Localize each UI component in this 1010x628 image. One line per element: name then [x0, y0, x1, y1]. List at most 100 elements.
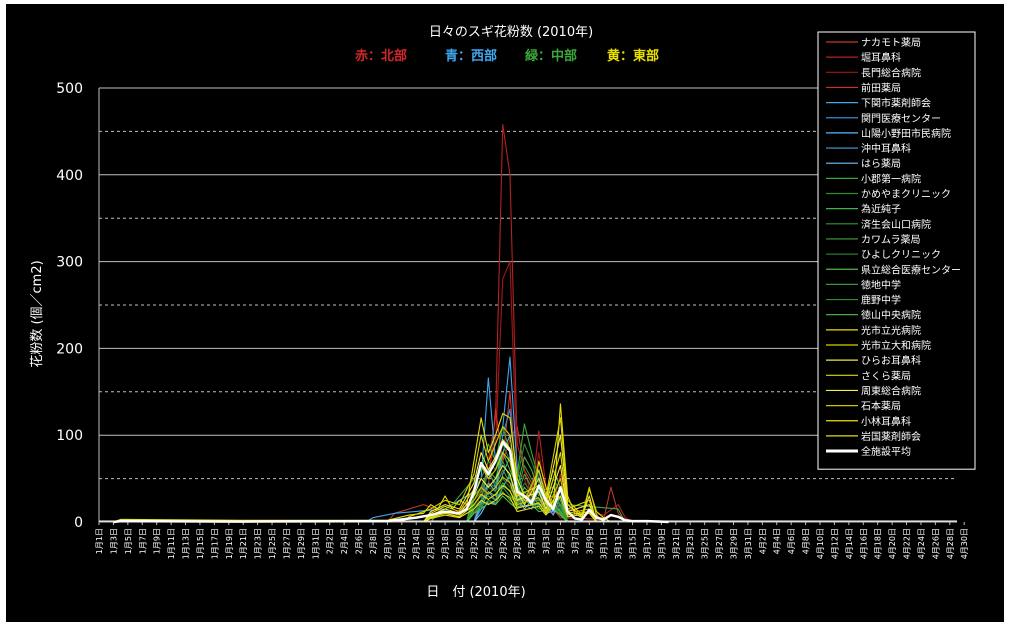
x-tick-label: 1月17日 [210, 528, 219, 559]
y-tick-label: 300 [56, 255, 83, 271]
legend-entry-23: 周東総合病院 [861, 384, 921, 397]
legend-entry-16: 徳地中学 [861, 278, 901, 291]
x-tick-label: 1月27日 [282, 528, 291, 559]
legend-entry-7: 沖中耳鼻科 [861, 142, 911, 155]
x-tick-label: 4月14日 [845, 528, 854, 559]
x-tick-label: 1月21日 [239, 528, 248, 559]
x-tick-label: 3月29日 [729, 528, 738, 559]
x-tick-label: 4月24日 [917, 528, 926, 559]
x-tick-label: 4月10日 [816, 528, 825, 559]
x-tick-label: 2月2日 [326, 528, 335, 554]
x-tick-label: 4月8日 [802, 528, 811, 554]
x-tick-label: 3月7日 [571, 528, 580, 554]
series-line-27 [113, 440, 669, 524]
legend-entry-25: 小林耳鼻科 [861, 415, 911, 428]
series-line-8 [473, 473, 569, 523]
legend-entry-18: 徳山中央病院 [861, 309, 921, 322]
series-line-19 [113, 403, 612, 523]
y-tick-label: 0 [74, 515, 83, 531]
x-tick-label: 1月13日 [182, 528, 191, 559]
x-tick-label: 3月9日 [585, 528, 594, 554]
x-axis-label: 日 付 (2010年) [426, 585, 525, 600]
series-line-22 [423, 452, 598, 523]
x-tick-label: 3月5日 [556, 528, 565, 554]
x-tick-label: 2月22日 [470, 528, 479, 559]
series-line-1 [466, 123, 633, 523]
pollen-line-chart: 日々のスギ花粉数 (2010年) 赤：北部 青：西部 緑：中部 黄：東部 0 100 20… [29, 24, 976, 600]
x-tick-label: 4月18日 [874, 528, 883, 559]
legend-entry-12: 済生会山口病院 [861, 218, 931, 231]
legend-entry-1: 堀耳鼻科 [861, 51, 901, 64]
legend-entry-4: 下関市薬剤師会 [861, 97, 931, 110]
x-tick-label: 1月9日 [153, 528, 162, 554]
y-axis-label: 花粉数 (個／cm2) [29, 260, 45, 367]
x-tick-label: 4月2日 [758, 528, 767, 554]
x-tick-label: 3月3日 [542, 528, 551, 554]
x-tick-label: 4月30日 [960, 528, 969, 559]
x-tick-label: 1月5日 [124, 528, 133, 554]
legend-entry-15: 県立総合医療センター [861, 263, 961, 276]
chart-area: 日々のスギ花粉数 (2010年) 赤：北部 青：西部 緑：中部 黄：東部 0 100 20… [6, 4, 1004, 622]
x-tick-label: 3月21日 [672, 528, 681, 559]
x-tick-label: 2月20日 [456, 528, 465, 559]
x-tick-label: 1月11日 [167, 528, 176, 559]
x-tick-label: 1月31日 [311, 528, 320, 559]
x-tick-label: 3月11日 [600, 528, 609, 559]
x-tick-label: 1月1日 [95, 528, 104, 554]
x-tick-label: 3月27日 [715, 528, 724, 559]
legend-entry-20: 光市立大和病院 [861, 339, 931, 352]
y-tick-label: 100 [56, 428, 83, 444]
x-tick-label: 2月16日 [427, 528, 436, 559]
legend-entry-27: 全施設平均 [861, 445, 911, 458]
legend-entry-2: 長門総合病院 [861, 66, 921, 79]
x-tick-label: 3月15日 [629, 528, 638, 559]
x-tick-label: 4月16日 [859, 528, 868, 559]
x-tick-label: 4月22日 [903, 528, 912, 559]
legend-entry-5: 関門医療センター [861, 112, 941, 125]
x-tick-label: 4月6日 [787, 528, 796, 554]
x-tick-label: 3月25日 [701, 528, 710, 559]
subtitle-region-0: 赤：北部 [355, 48, 407, 64]
x-tick-label: 2月12日 [398, 528, 407, 559]
chart-title: 日々のスギ花粉数 (2010年) [429, 24, 593, 40]
subtitle-region-2: 緑：中部 [525, 48, 577, 64]
series-line-26 [423, 492, 597, 523]
y-tick-label: 500 [56, 81, 83, 97]
x-tick-label: 4月12日 [830, 528, 839, 559]
x-tick-label: 2月4日 [340, 528, 349, 554]
legend-entry-21: ひらお耳鼻科 [861, 354, 921, 367]
x-axis: 1月1日 1月3日 1月5日 1月7日 1月9日 1月11日 1月13日 1月15日 1月17日… [95, 521, 969, 559]
x-tick-label: 3月19日 [657, 528, 666, 559]
y-tick-label: 200 [56, 341, 83, 357]
legend-entry-17: 鹿野中学 [861, 294, 901, 307]
x-tick-label: 3月13日 [614, 528, 623, 559]
x-tick-label: 1月15日 [196, 528, 205, 559]
legend-entry-14: ひよしクリニック [861, 249, 941, 261]
x-tick-label: 2月8日 [369, 528, 378, 554]
x-tick-label: 1月29日 [297, 528, 306, 559]
legend-entry-6: 山陽小野田市民病院 [861, 127, 951, 140]
x-tick-label: 2月14日 [412, 528, 421, 559]
legend-entry-8: はら薬局 [861, 158, 901, 170]
legend-entry-24: 石本薬局 [861, 400, 901, 413]
x-tick-label: 4月4日 [773, 528, 782, 554]
legend-entry-11: 為近純子 [861, 203, 901, 216]
x-tick-label: 4月20日 [888, 528, 897, 559]
legend-entry-22: さくら薬局 [861, 370, 911, 382]
legend-entry-9: 小郡第一病院 [861, 172, 921, 185]
legend-entry-10: かめやまクリニック [861, 189, 951, 201]
legend-entry-0: ナカモト薬局 [861, 37, 921, 49]
subtitle-region-3: 黄：東部 [607, 48, 659, 64]
y-axis: 0 100 200 300 400 500 [56, 81, 100, 531]
x-tick-label: 1月3日 [109, 528, 118, 554]
legend: ナカモト薬局堀耳鼻科長門総合病院前田薬局下関市薬剤師会関門医療センター山陽小野田… [817, 31, 976, 470]
series-lines [99, 123, 957, 524]
x-tick-label: 1月7日 [138, 528, 147, 554]
legend-entry-26: 岩国薬剤師会 [861, 430, 921, 443]
x-tick-label: 2月28日 [513, 528, 522, 559]
x-tick-label: 1月25日 [268, 528, 277, 559]
x-tick-label: 3月1日 [528, 528, 537, 554]
x-tick-label: 3月23日 [686, 528, 695, 559]
legend-box [817, 31, 976, 470]
